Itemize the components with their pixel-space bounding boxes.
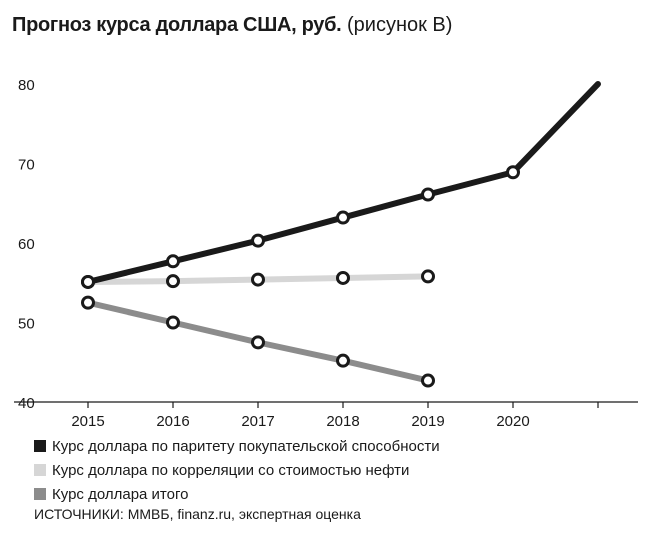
y-tick-label: 40 (18, 395, 35, 412)
y-tick-label: 60 (18, 236, 35, 253)
y-tick-label: 70 (18, 157, 35, 174)
legend-item-ppp: Курс доллара по паритету покупательской … (34, 434, 440, 458)
series-1-point (166, 274, 180, 289)
x-tick-label: 2020 (496, 413, 529, 430)
series-2-point (251, 335, 265, 350)
x-tick-label: 2017 (241, 413, 274, 430)
x-tick-label: 2016 (156, 413, 189, 430)
legend-label-ppp: Курс доллара по паритету покупательской … (52, 437, 440, 455)
legend-label-total: Курс доллара итого (52, 485, 189, 503)
series-1-point (421, 269, 435, 284)
x-tick-label: 2018 (326, 413, 359, 430)
chart-title-sub: (рисунок В) (347, 14, 453, 36)
legend-swatch-ppp (34, 440, 46, 452)
source-note: ИСТОЧНИКИ: ММВБ, finanz.ru, экспертная о… (34, 506, 361, 522)
y-tick-label: 50 (18, 316, 35, 333)
chart-title: Прогноз курса доллара США, руб. (рисунок… (12, 14, 452, 37)
legend-label-oil: Курс доллара по корреляции со стоимостью… (52, 461, 410, 479)
legend: Курс доллара по паритету покупательской … (34, 434, 440, 506)
series-2-point (81, 295, 95, 310)
series-2-point (166, 315, 180, 330)
series-0-point (336, 210, 350, 225)
series-0-point (421, 187, 435, 202)
chart-title-main: Прогноз курса доллара США, руб. (12, 14, 342, 36)
legend-item-oil: Курс доллара по корреляции со стоимостью… (34, 458, 440, 482)
y-axis: 40 50 60 70 80 (18, 77, 35, 412)
series-0-point (81, 274, 95, 289)
series-line-0 (85, 81, 601, 285)
series-0-point (251, 233, 265, 248)
legend-item-total: Курс доллара итого (34, 482, 440, 506)
series-2-point (336, 353, 350, 368)
legend-swatch-oil (34, 464, 46, 476)
y-tick-label: 80 (18, 77, 35, 94)
series-1-point (336, 270, 350, 285)
series-0-point (166, 254, 180, 269)
x-tick-label: 2015 (71, 413, 104, 430)
series-1-point (251, 272, 265, 287)
legend-swatch-total (34, 488, 46, 500)
series-2-point (421, 373, 435, 388)
series-layer (81, 81, 601, 388)
x-tick-label: 2019 (411, 413, 444, 430)
series-0-point (506, 165, 520, 180)
x-axis: 2015 2016 2017 2018 2019 2020 (14, 401, 638, 430)
